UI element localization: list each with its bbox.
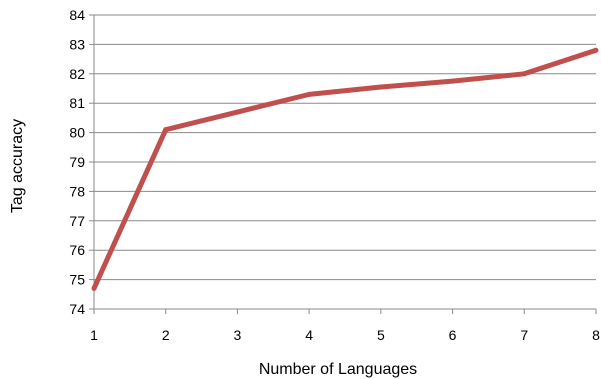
x-axis-title: Number of Languages <box>259 361 417 378</box>
gridlines <box>94 14 596 281</box>
data-point <box>163 127 169 133</box>
x-tick-label: 5 <box>377 327 385 343</box>
x-tick-label: 2 <box>162 327 170 343</box>
y-tick-label: 75 <box>69 272 85 288</box>
y-tick-label: 76 <box>69 242 85 258</box>
y-tick-label: 82 <box>69 66 85 82</box>
y-tick-label: 81 <box>69 95 85 111</box>
data-point <box>306 91 312 97</box>
data-point <box>378 84 384 90</box>
y-tick-label: 74 <box>69 301 85 317</box>
data-point <box>593 47 599 53</box>
x-tick-label: 3 <box>234 327 242 343</box>
x-tick-label: 6 <box>449 327 457 343</box>
x-tick-label: 4 <box>305 327 313 343</box>
x-tick-label: 7 <box>520 327 528 343</box>
data-point <box>450 78 456 84</box>
data-point <box>521 71 527 77</box>
y-tick-label: 77 <box>69 213 85 229</box>
data-point <box>234 109 240 115</box>
data-point <box>91 285 97 291</box>
x-tick-label: 8 <box>592 327 600 343</box>
y-tick-label: 78 <box>69 183 85 199</box>
series-layer <box>91 47 599 291</box>
series-line <box>91 47 597 290</box>
x-tick-label: 1 <box>90 327 98 343</box>
axes <box>89 14 597 314</box>
y-tick-label: 84 <box>69 7 85 23</box>
y-tick-label: 80 <box>69 125 85 141</box>
y-tick-label: 83 <box>69 36 85 52</box>
y-tick-label: 79 <box>69 154 85 170</box>
y-axis-title: Tag accuracy <box>9 119 26 213</box>
